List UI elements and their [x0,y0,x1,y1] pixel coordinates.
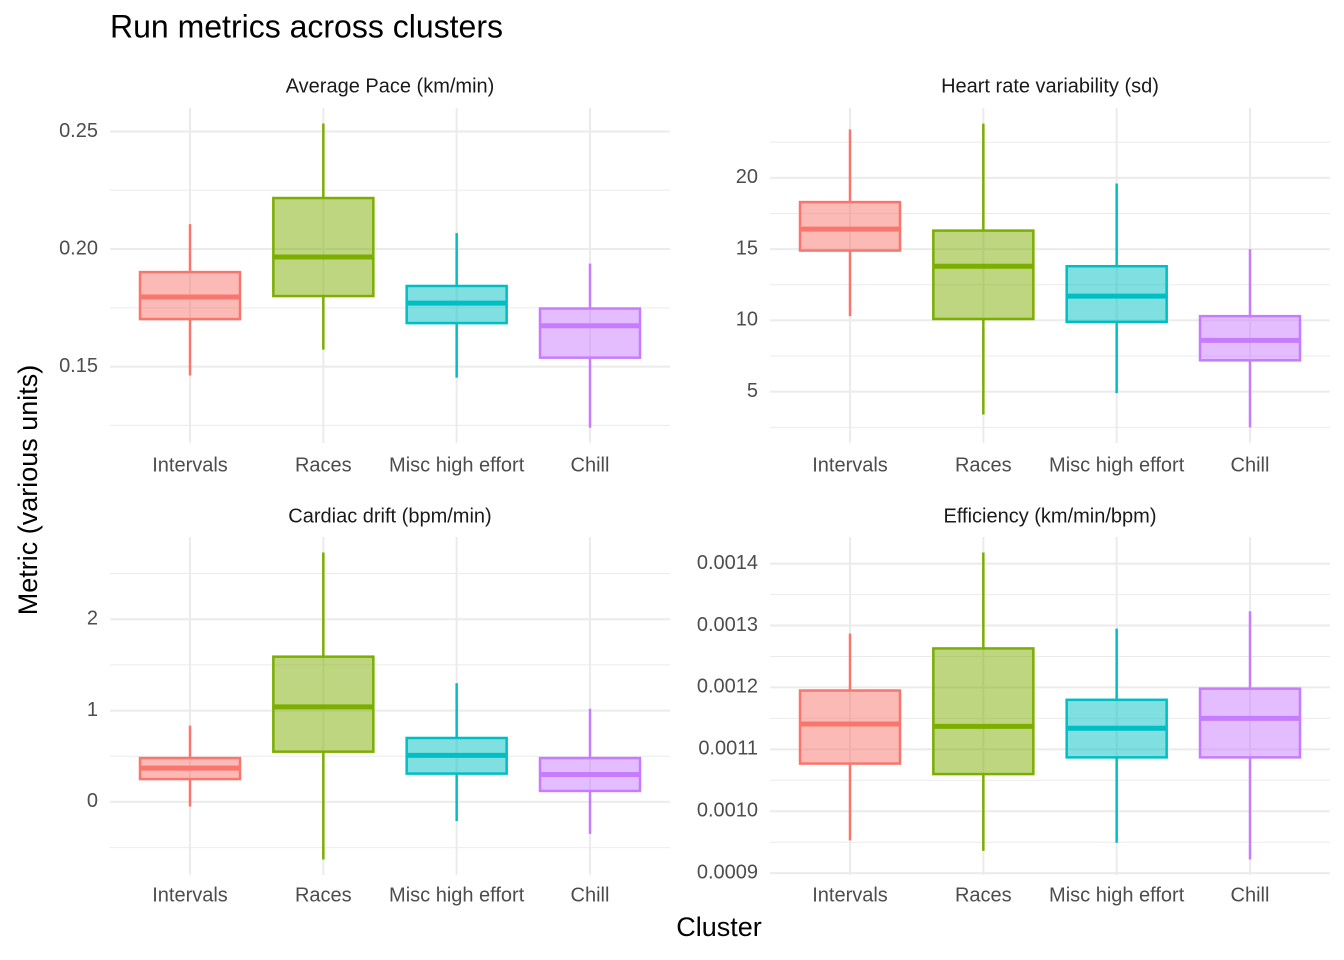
y-tick-label: 0 [87,790,98,812]
box [272,196,375,298]
box [932,647,1035,776]
x-axis-title: Cluster [676,912,762,942]
y-tick-label: 0.0013 [697,614,758,636]
x-tick-label: Misc high effort [389,884,525,906]
y-tick-label: 15 [736,237,758,259]
facet-title: Efficiency (km/min/bpm) [943,505,1156,527]
y-tick-label: 20 [736,166,758,188]
box [272,655,375,753]
x-tick-label: Races [295,454,352,476]
box [1198,687,1302,759]
y-axis-title: Metric (various units) [13,365,43,616]
y-tick-label: 0.25 [59,120,98,142]
chart-title: Run metrics across clusters [110,8,503,44]
box [798,200,902,252]
x-tick-label: Chill [1231,454,1270,476]
y-tick-label: 0.15 [59,355,98,377]
y-tick-label: 0.0009 [697,861,758,883]
x-tick-label: Chill [571,454,610,476]
facet-title: Cardiac drift (bpm/min) [288,505,491,527]
x-tick-label: Misc high effort [1049,884,1185,906]
y-tick-label: 0.0011 [698,738,758,760]
box [798,689,902,765]
y-tick-label: 1 [87,699,98,721]
box [932,229,1035,321]
y-tick-label: 10 [736,309,758,331]
x-tick-label: Races [295,884,352,906]
y-tick-label: 0.0010 [697,800,758,822]
facet-title: Heart rate variability (sd) [941,75,1159,97]
x-tick-label: Chill [571,884,610,906]
x-tick-label: Intervals [812,454,888,476]
y-tick-label: 0.0014 [697,552,758,574]
box [538,307,642,359]
x-tick-label: Chill [1231,884,1270,906]
y-tick-label: 5 [747,380,758,402]
x-tick-label: Misc high effort [389,454,525,476]
x-tick-label: Misc high effort [1049,454,1185,476]
x-tick-label: Races [955,884,1012,906]
y-tick-label: 0.0012 [697,676,758,698]
y-tick-label: 0.20 [59,237,98,259]
y-tick-label: 2 [87,607,98,629]
x-tick-label: Intervals [812,884,888,906]
x-tick-label: Intervals [152,884,228,906]
x-tick-label: Intervals [152,454,228,476]
facet-title: Average Pace (km/min) [286,75,495,97]
x-tick-label: Races [955,454,1012,476]
